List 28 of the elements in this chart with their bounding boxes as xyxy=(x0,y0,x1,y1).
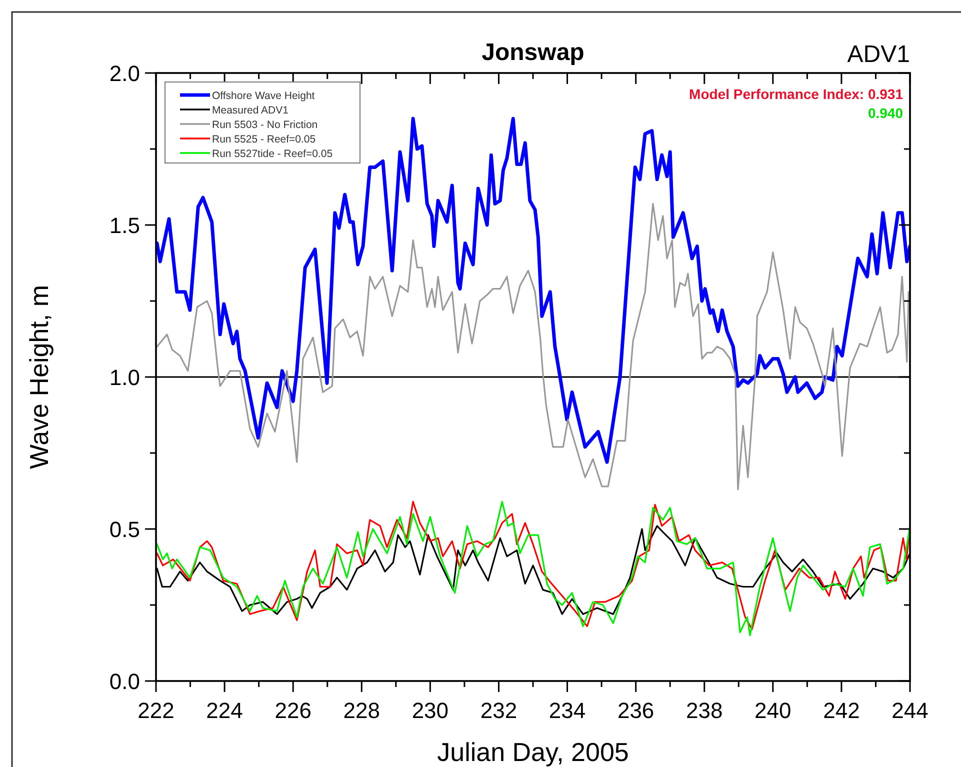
x-tick-label: 224 xyxy=(206,698,243,723)
x-axis-title: Julian Day, 2005 xyxy=(437,737,629,767)
legend-label: Run 5527tide - Reef=0.05 xyxy=(212,148,333,160)
y-tick-label: 0.5 xyxy=(109,517,140,542)
x-tick-label: 234 xyxy=(548,698,586,723)
y-axis-title: Wave Height, m xyxy=(24,285,54,469)
legend-label: Run 5503 - No Friction xyxy=(212,119,318,131)
chart-title: Jonswap xyxy=(482,39,584,66)
x-tick-label: 244 xyxy=(892,698,928,723)
y-tick-label: 1.0 xyxy=(109,365,140,390)
x-tick-label: 232 xyxy=(480,698,518,723)
x-tick-label: 240 xyxy=(754,698,792,723)
x-tick-label: 230 xyxy=(412,698,449,723)
y-tick-label: 2.0 xyxy=(109,61,140,86)
x-tick-label: 228 xyxy=(343,698,380,723)
x-tick-label: 242 xyxy=(823,698,860,723)
x-tick-label: 238 xyxy=(686,698,723,723)
legend-label: Run 5525 - Reef=0.05 xyxy=(212,134,316,146)
legend-label: Offshore Wave Height xyxy=(212,90,315,102)
x-tick-label: 236 xyxy=(617,698,654,723)
y-tick-label: 0.0 xyxy=(109,669,140,694)
annotation: 0.940 xyxy=(868,105,904,121)
chart-subtitle: ADV1 xyxy=(847,41,910,68)
annotation: Model Performance Index: 0.931 xyxy=(689,86,904,102)
x-tick-label: 222 xyxy=(138,698,174,723)
legend-label: Measured ADV1 xyxy=(212,104,289,116)
y-tick-label: 1.5 xyxy=(109,213,140,238)
x-tick-label: 226 xyxy=(274,698,312,723)
